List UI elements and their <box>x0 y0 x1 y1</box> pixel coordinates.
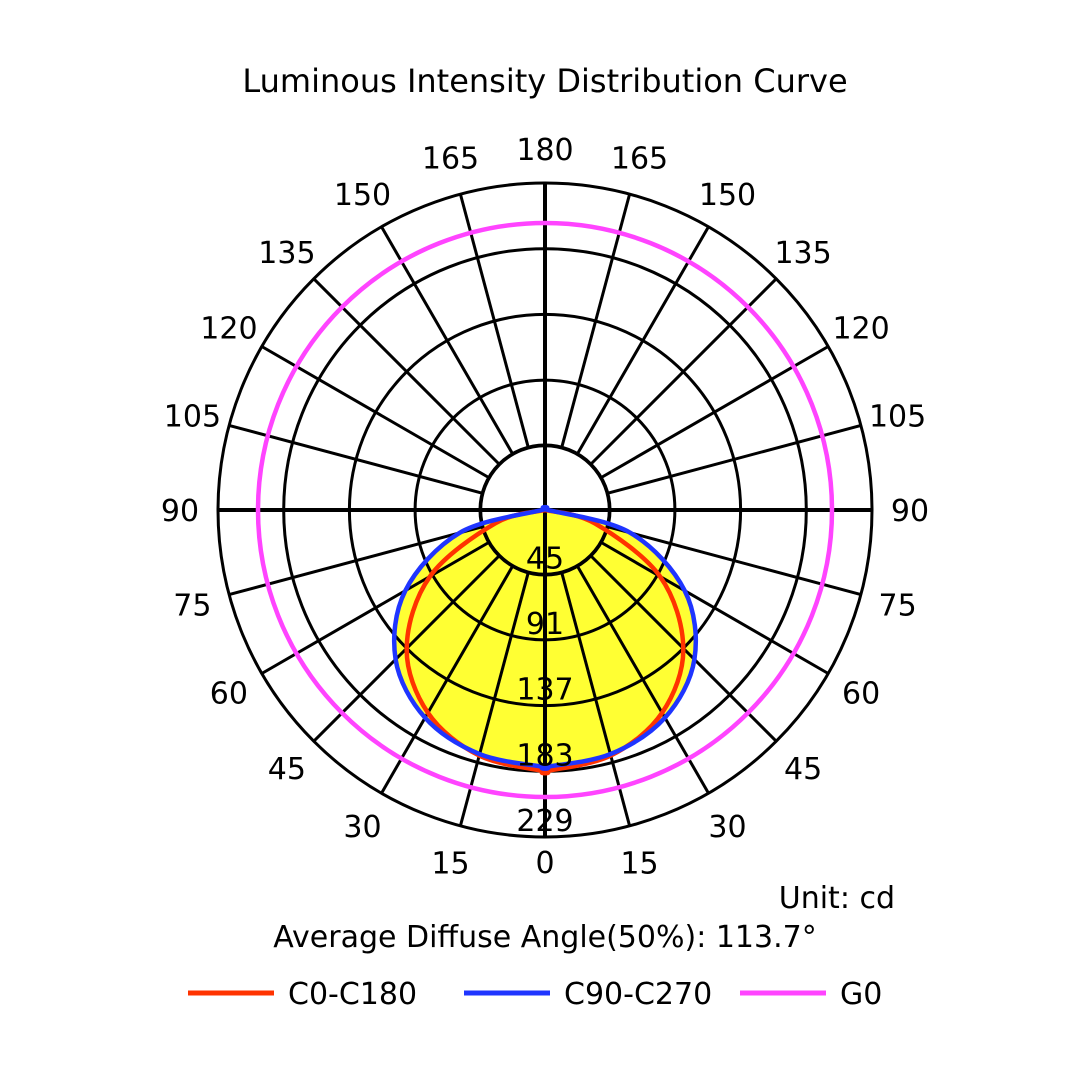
spoke-165-right <box>560 193 632 448</box>
spoke-135-right <box>589 277 778 466</box>
angle-label-15-left: 15 <box>431 847 469 882</box>
spoke-75-left <box>228 525 483 597</box>
angle-label-60-right: 60 <box>842 677 880 712</box>
angle-label-60-left: 60 <box>210 677 248 712</box>
angle-label-135-left: 135 <box>258 236 315 271</box>
spoke-120-left <box>261 345 490 479</box>
angle-label-45-right: 45 <box>784 752 822 787</box>
chart-title: Luminous Intensity Distribution Curve <box>242 62 847 100</box>
spoke-150-right <box>576 226 710 455</box>
radial-label-1: 91 <box>526 607 564 642</box>
legend-label-c0-c180: C0-C180 <box>288 977 417 1012</box>
radial-label-3: 183 <box>516 738 573 773</box>
series-curve-c90-c270 <box>392 504 698 771</box>
spoke-105-left <box>228 423 483 495</box>
angle-label-45-left: 45 <box>268 752 306 787</box>
legend: C0-C180 C90-C270 G0 <box>188 977 882 1012</box>
angle-label-15-right: 15 <box>620 847 658 882</box>
angle-label-105-right: 105 <box>869 400 926 435</box>
spoke-105-right <box>607 423 862 495</box>
average-angle-label: Average Diffuse Angle(50%): 113.7° <box>273 920 816 955</box>
spoke-150-left <box>380 226 514 455</box>
angle-label-165-right: 165 <box>611 141 668 176</box>
angle-label-180-right: 180 <box>516 133 573 168</box>
curve-layer <box>255 220 835 800</box>
legend-label-c90-c270: C90-C270 <box>564 977 712 1012</box>
series-curve-g0 <box>255 220 835 800</box>
spoke-15-left <box>458 572 530 827</box>
spoke-60-left <box>261 541 490 675</box>
angle-label-120-right: 120 <box>832 312 889 347</box>
radial-label-4: 229 <box>516 804 573 839</box>
angle-label-150-left: 150 <box>334 178 391 213</box>
spoke-30-left <box>380 565 514 794</box>
angle-label-layer: 0 15 15 30 30 45 45 60 60 75 75 90 90 105 105 120 120 135… <box>161 133 929 882</box>
spoke-135-left <box>312 277 501 466</box>
polar-grid <box>216 181 874 839</box>
angle-label-30-right: 30 <box>708 810 746 845</box>
radial-label-0: 45 <box>526 541 564 576</box>
spoke-30-right <box>576 565 710 794</box>
angle-label-30-left: 30 <box>343 810 381 845</box>
legend-label-g0: G0 <box>840 977 882 1012</box>
angle-label-90-right: 90 <box>891 494 929 529</box>
spoke-75-right <box>607 525 862 597</box>
spoke-165-left <box>458 193 530 448</box>
radial-label-2: 137 <box>516 673 573 708</box>
angle-label-165-left: 165 <box>422 141 479 176</box>
angle-label-75-right: 75 <box>879 589 917 624</box>
angle-label-135-right: 135 <box>774 236 831 271</box>
angle-label-105-left: 105 <box>164 400 221 435</box>
angle-label-75-left: 75 <box>173 589 211 624</box>
spoke-15-right <box>560 572 632 827</box>
angle-label-120-left: 120 <box>200 312 257 347</box>
angle-label-150-right: 150 <box>699 178 756 213</box>
spoke-60-right <box>600 541 829 675</box>
unit-label: Unit: cd <box>779 881 895 916</box>
angle-label-0-right: 0 <box>535 846 554 881</box>
spoke-120-right <box>600 345 829 479</box>
radial-label-layer: 45 91 137 183 229 <box>516 541 573 839</box>
angle-label-90-left: 90 <box>161 494 199 529</box>
